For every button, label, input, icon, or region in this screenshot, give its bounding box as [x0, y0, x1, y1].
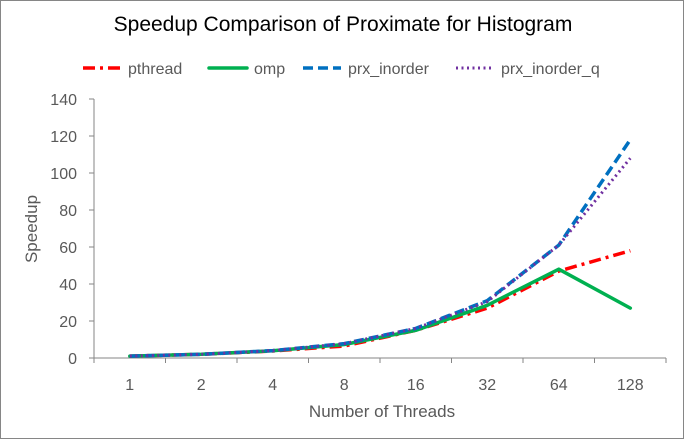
x-axis: 1 2 4 8 16 32 64 128 — [93, 357, 667, 394]
y-tick-label: 80 — [59, 203, 77, 220]
chart-title: Speedup Comparison of Proximate for Hist… — [114, 13, 573, 36]
series-line-omp — [128, 267, 633, 358]
series-line-prx-inorder-q — [129, 157, 632, 358]
plot-lines — [128, 138, 633, 358]
series-line-pthread — [129, 249, 631, 358]
y-axis: 0 20 40 60 80 100 120 140 — [50, 92, 95, 368]
x-tick-label: 16 — [407, 377, 425, 394]
y-tick-label: 60 — [59, 240, 77, 257]
legend-label: pthread — [128, 61, 182, 78]
y-axis-label: Speedup — [22, 195, 41, 263]
x-tick-label: 4 — [268, 377, 277, 394]
x-tick-label: 1 — [125, 377, 134, 394]
y-tick-label: 0 — [68, 351, 77, 368]
legend-label: prx_inorder — [348, 61, 430, 78]
y-tick-label: 20 — [59, 314, 77, 331]
x-tick-label: 128 — [617, 377, 644, 394]
legend-item-prx-inorder: prx_inorder — [303, 61, 430, 78]
legend-label: omp — [254, 61, 285, 78]
y-tick-label: 140 — [50, 92, 77, 109]
x-tick-label: 32 — [478, 377, 496, 394]
x-axis-label: Number of Threads — [309, 402, 455, 421]
y-tick-label: 120 — [50, 129, 77, 146]
x-tick-label: 2 — [197, 377, 206, 394]
legend-item-omp: omp — [207, 61, 285, 78]
legend-item-pthread: pthread — [83, 61, 182, 78]
x-tick-label: 8 — [340, 377, 349, 394]
legend-label: prx_inorder_q — [501, 61, 600, 78]
legend: pthread omp prx_inorder prx_inorder_q — [83, 61, 600, 78]
legend-item-prx-inorder-q: prx_inorder_q — [456, 61, 600, 78]
y-tick-label: 40 — [59, 277, 77, 294]
x-tick-label: 64 — [550, 377, 568, 394]
y-tick-label: 100 — [50, 166, 77, 183]
